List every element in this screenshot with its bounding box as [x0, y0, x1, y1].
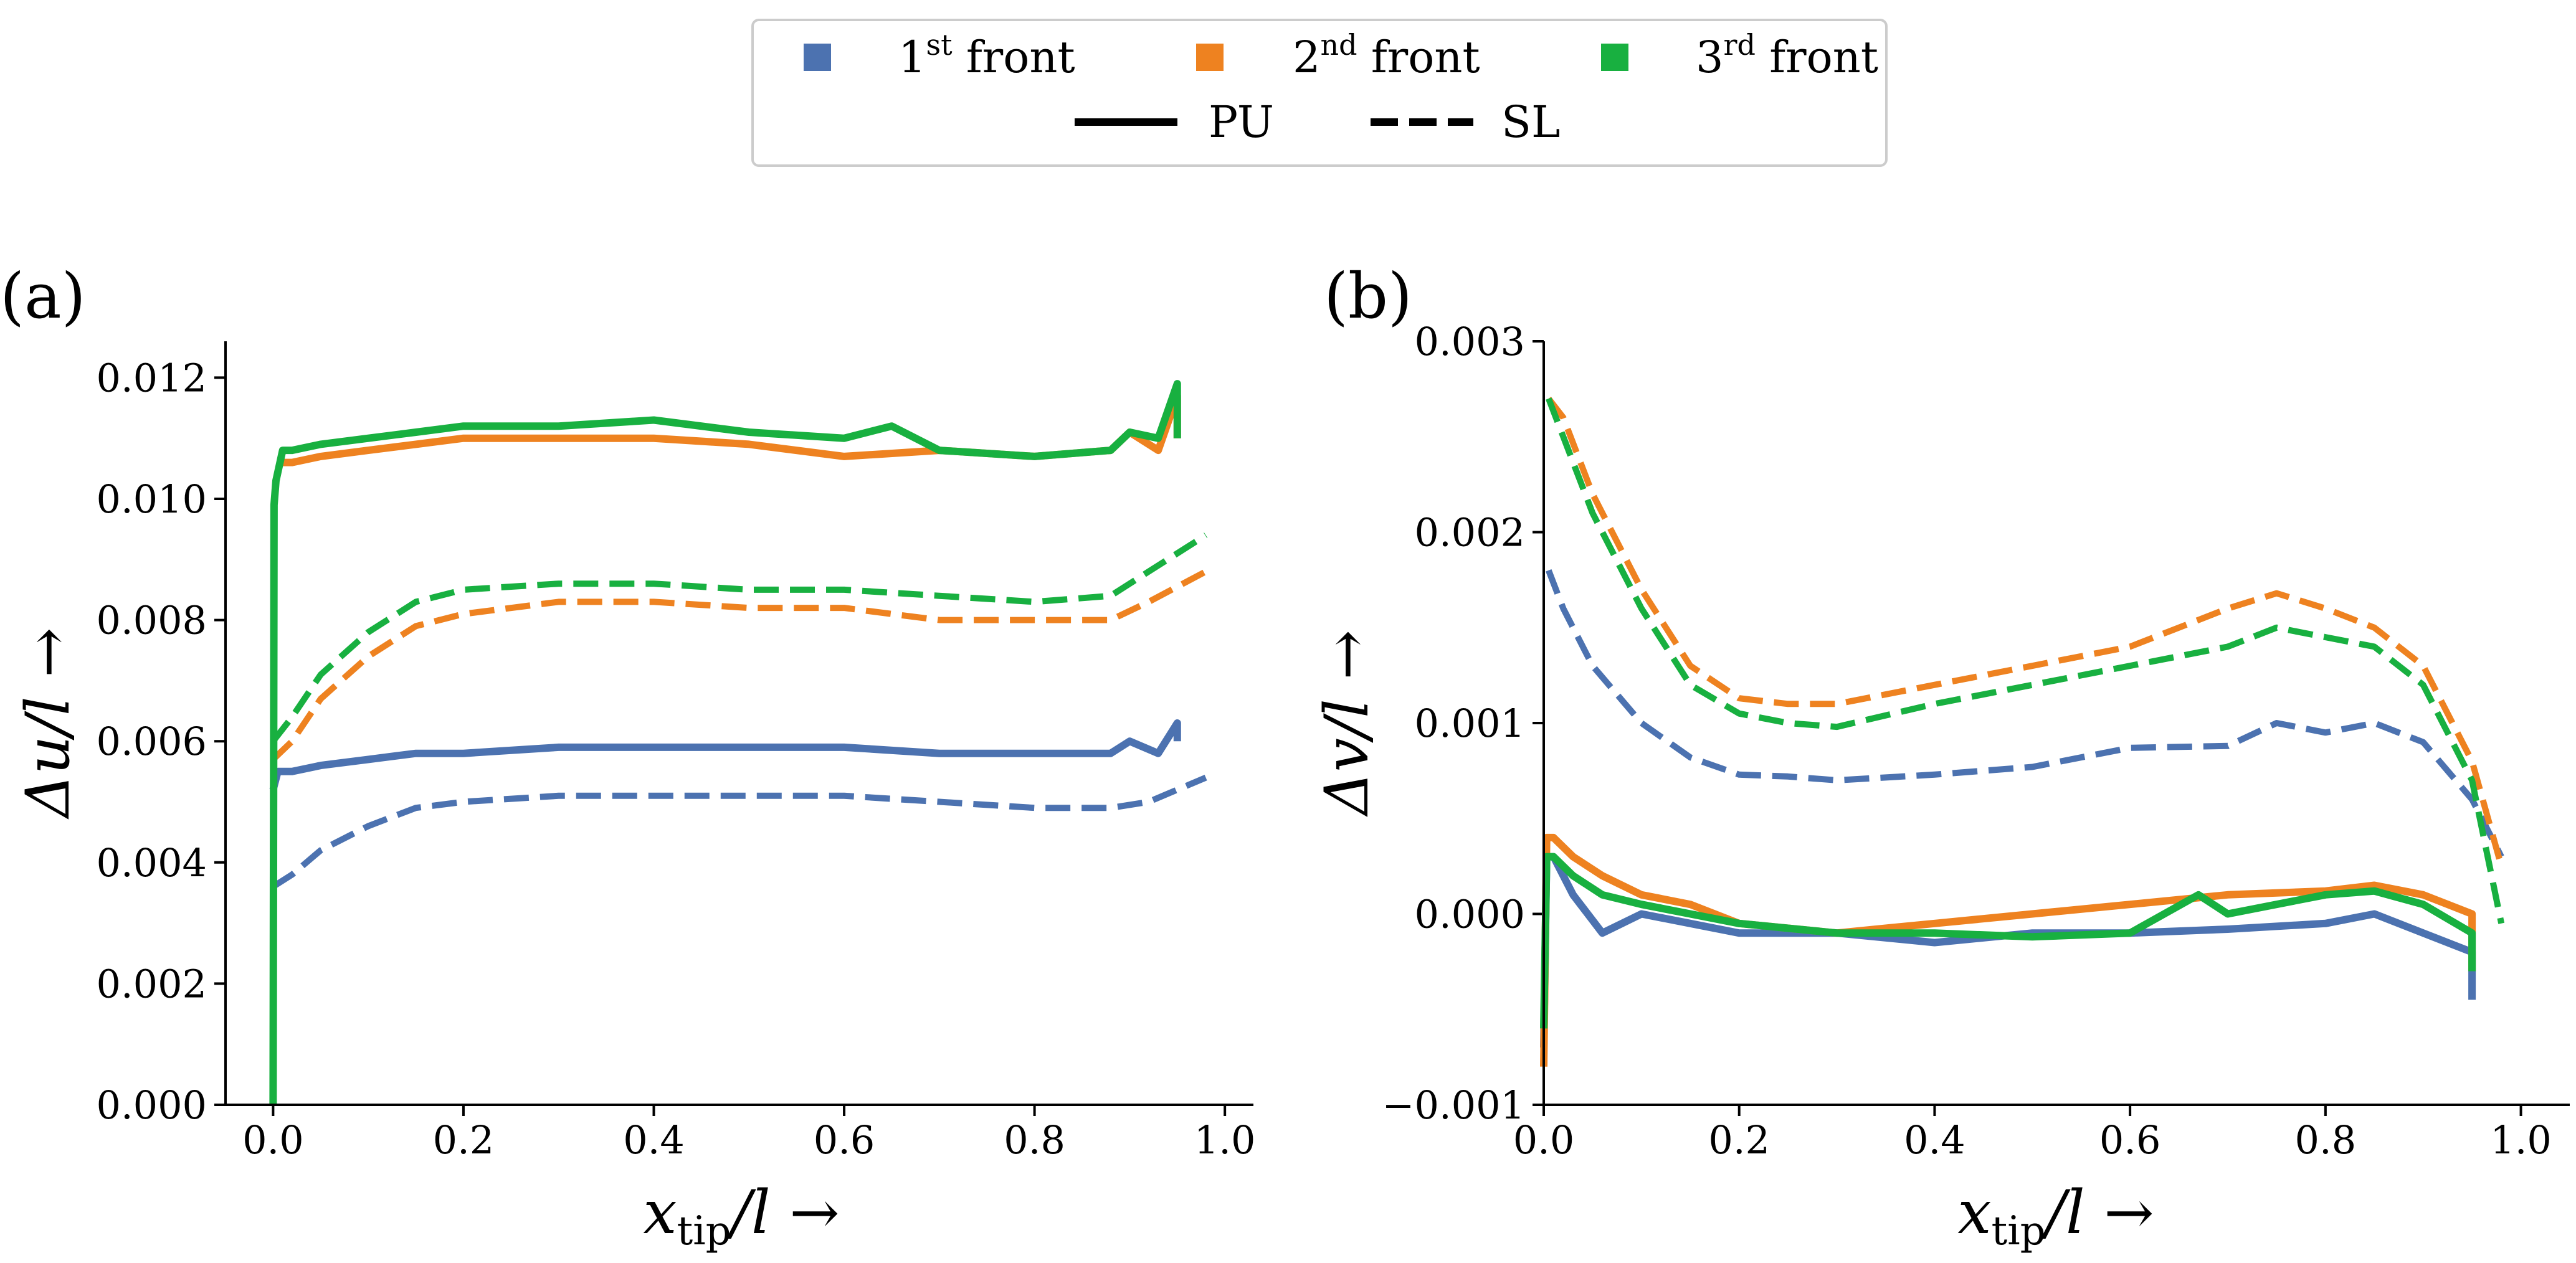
legend-entry-front-1[interactable]: 1st front	[804, 28, 1075, 83]
panel-b-series-1st-front-sl	[1546, 569, 2504, 858]
panel-label-b: (b)	[1324, 260, 1412, 333]
panel-b-series-2nd-front-sl	[1546, 396, 2505, 868]
svg-text:1st front: 1st front	[898, 28, 1075, 83]
panel-b-ytick-label: 0.001	[1415, 701, 1526, 746]
panel-b-xtick-label: 0.0	[1513, 1117, 1575, 1163]
legend-label-front-3-ord: 3	[1696, 32, 1724, 83]
panel-b-ytick-label: 0.003	[1415, 319, 1526, 364]
panel-b-ytick-label: −0.001	[1382, 1082, 1525, 1128]
panel-a-xtick-label: 1.0	[1194, 1117, 1256, 1163]
panel-b-xlabel-sub: tip	[1991, 1208, 2045, 1254]
panel-a-ytick-label: 0.010	[97, 476, 207, 522]
panel-b-ytick-label: 0.002	[1415, 510, 1526, 556]
panel-a-series-1st-front-sl	[271, 774, 1207, 889]
panel-a-series-3rd-front-pu	[269, 380, 1181, 1105]
panel-b-ticks: 0.0 0.2 0.4 0.6 0.8 1.0 −0.001 0.000 0.001 0.002 0…	[1382, 319, 2552, 1163]
panel-a-ticks: 0.0 0.2 0.4 0.6 0.8 1.0 0.000 0.002 0.004 0.006 0.…	[97, 355, 1256, 1163]
chart-panel-a: (a) 0.0 0.2 0.4 0.6 0.8 1.00.0000.0020.0040.0…	[0, 260, 1255, 1254]
legend-label-front-2-ord: 2	[1293, 32, 1321, 83]
panel-a-xlabel: xtip/l →	[643, 1178, 839, 1254]
panel-a-xtick-label: 0.4	[623, 1117, 685, 1163]
legend-label-front-3-rest: front	[1756, 32, 1878, 83]
legend-label-front-3-sup: rd	[1724, 28, 1756, 62]
panel-a-ytick-label: 0.012	[97, 355, 207, 400]
panel-a-ylabel: Δu/l →	[13, 627, 83, 820]
panel-a-xlabel-main: x	[643, 1178, 677, 1247]
legend-label-sl: SL	[1501, 97, 1560, 148]
legend-label-pu: PU	[1209, 97, 1274, 148]
panel-a-series-2nd-front-pu	[278, 392, 1181, 466]
panel-b-series	[1540, 396, 2505, 1067]
chart-panel-b: (b) 0.0 0.2 0.4 0.6 0.8 1.0−0.0010.0000.0010.…	[1312, 260, 2570, 1254]
svg-text:2nd front: 2nd front	[1293, 28, 1480, 83]
panel-a-ytick-label: 0.002	[97, 961, 207, 1006]
panel-b-xlabel-main: x	[1957, 1178, 1991, 1247]
panel-b-series-2nd-front-pu	[1540, 833, 2476, 1067]
legend-label-front-2-sup: nd	[1321, 28, 1357, 62]
panel-b-series-1st-front-pu	[1540, 853, 2476, 1048]
legend-swatch-front-2	[1196, 44, 1224, 71]
panel-b-xlabel: xtip/l →	[1957, 1178, 2154, 1254]
panel-b-xtick-label: 0.2	[1708, 1117, 1770, 1163]
legend-label-front-1-sup: st	[926, 28, 953, 62]
panel-a-xtick-label: 0.2	[433, 1117, 495, 1163]
panel-b-xtick-label: 1.0	[2490, 1117, 2552, 1163]
panel-b-xlabel-rest: /l →	[2041, 1178, 2154, 1247]
panel-a-ytick-label: 0.008	[97, 598, 207, 643]
panel-b-xtick-label: 0.8	[2295, 1117, 2357, 1163]
legend-entry-pu[interactable]: PU	[1075, 97, 1274, 148]
legend: 1st front 2nd front 3rd front PU SL	[751, 19, 1888, 167]
panel-a-xlabel-sub: tip	[677, 1208, 731, 1254]
panel-b-series-3rd-front-sl	[1546, 397, 2505, 924]
panel-b-xtick-label: 0.6	[2099, 1117, 2161, 1163]
panel-a-series-3rd-front-sl	[270, 532, 1208, 744]
panel-a-ytick-label: 0.006	[97, 719, 207, 764]
panel-a-series-1st-front-pu	[269, 719, 1181, 791]
panel-b-xtick-label: 0.4	[1904, 1117, 1965, 1163]
legend-label-front-1-ord: 1	[898, 32, 926, 83]
legend-label-front-2-rest: front	[1357, 32, 1480, 83]
svg-text:3rd front: 3rd front	[1696, 28, 1878, 83]
panel-a-ytick-label: 0.004	[97, 840, 207, 886]
legend-entry-sl[interactable]: SL	[1371, 97, 1560, 148]
panel-a-xtick-label: 0.8	[1004, 1117, 1065, 1163]
legend-swatch-front-1	[804, 44, 831, 71]
panel-a-series	[269, 380, 1208, 1105]
panel-label-a: (a)	[0, 260, 86, 333]
legend-swatch-front-3	[1601, 44, 1628, 71]
panel-a-xtick-label: 0.6	[814, 1117, 875, 1163]
legend-label-front-1-rest: front	[953, 32, 1075, 83]
panel-b-series-3rd-front-pu	[1540, 853, 2476, 1029]
legend-entry-front-3[interactable]: 3rd front	[1601, 28, 1878, 83]
panel-b-ylabel: Δv/l →	[1312, 630, 1382, 818]
legend-entry-front-2[interactable]: 2nd front	[1196, 28, 1480, 83]
panel-a-series-2nd-front-sl	[270, 569, 1207, 762]
panel-a-xlabel-rest: /l →	[726, 1178, 840, 1247]
panel-a-ytick-label: 0.000	[97, 1082, 207, 1128]
panel-a-xtick-label: 0.0	[242, 1117, 304, 1163]
panel-b-ytick-label: 0.000	[1415, 892, 1526, 937]
